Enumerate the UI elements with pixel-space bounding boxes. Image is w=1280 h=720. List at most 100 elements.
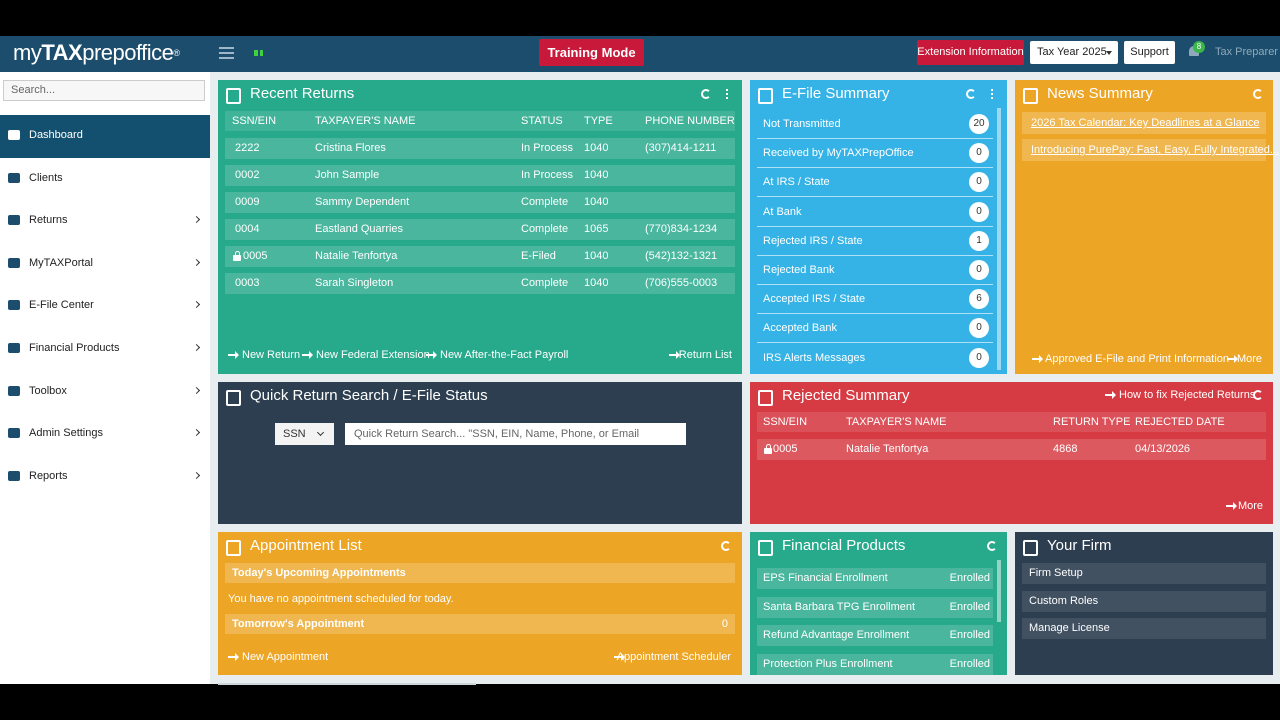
separator — [757, 225, 993, 227]
sidebar-icon — [8, 172, 20, 183]
rejected-row — [757, 439, 1266, 460]
return-cell[interactable]: 0004 — [235, 223, 260, 235]
column-header: SSN/EIN — [763, 416, 808, 428]
scheduler-link[interactable]: Appointment Scheduler — [616, 651, 731, 663]
menu-dot — [991, 97, 993, 99]
return-cell[interactable]: 2222 — [235, 142, 260, 154]
efile-status[interactable]: Rejected IRS / State — [763, 234, 863, 247]
news-link[interactable]: Introducing PurePay: Fast, Easy, Fully I… — [1031, 144, 1280, 156]
return-cell: Complete — [521, 196, 569, 208]
efile-status[interactable]: Accepted Bank — [763, 322, 837, 335]
return-cell[interactable]: 0005 — [243, 250, 268, 262]
footer-link[interactable]: New Federal Extension — [316, 349, 430, 361]
firm-link[interactable]: Custom Roles — [1029, 594, 1099, 607]
footer-link[interactable]: New Return — [242, 349, 301, 361]
return-cell: 1065 — [584, 223, 609, 235]
rejected-cell[interactable]: 0005 — [773, 443, 798, 455]
return-cell[interactable]: Sarah Singleton — [315, 277, 394, 289]
news-summary-panel — [1015, 80, 1273, 374]
product-name[interactable]: Protection Plus Enrollment — [763, 657, 893, 670]
refresh-icon — [987, 541, 997, 551]
efile-status[interactable]: At IRS / State — [763, 176, 830, 189]
arrow-icon — [426, 351, 437, 359]
menu-dot — [726, 93, 728, 95]
efile-status[interactable]: Accepted IRS / State — [763, 293, 866, 306]
product-status: Enrolled — [949, 600, 990, 613]
search-type-select[interactable]: SSN — [275, 423, 334, 445]
new-appointment-link[interactable]: New Appointment — [242, 651, 329, 663]
status-count: 0 — [969, 172, 989, 193]
return-cell: 1040 — [584, 277, 609, 289]
firm-link[interactable]: Manage License — [1029, 622, 1110, 634]
arrow-icon — [669, 351, 680, 359]
rejected-more-link[interactable]: More — [1237, 500, 1263, 512]
training-mode-button[interactable]: Training Mode — [539, 39, 644, 66]
lock-icon — [233, 255, 241, 261]
efile-status[interactable]: Rejected Bank — [763, 264, 835, 276]
sidebar-item[interactable]: Clients — [29, 171, 63, 184]
product-name[interactable]: Santa Barbara TPG Enrollment — [763, 600, 916, 613]
return-row — [225, 138, 735, 159]
product-row — [757, 596, 993, 618]
separator — [757, 342, 993, 344]
sidebar-item[interactable]: Reports — [29, 469, 68, 482]
arrow-icon — [1105, 391, 1116, 399]
arrow-icon — [1227, 355, 1238, 363]
rejected-cell[interactable]: Natalie Tenfortya — [846, 443, 929, 455]
firm-link[interactable]: Firm Setup — [1029, 567, 1083, 579]
appointment-heading — [225, 614, 735, 634]
efile-status[interactable]: Received by MyTAXPrepOffice — [763, 147, 914, 160]
quick-search-input[interactable]: Quick Return Search... "SSN, EIN, Name, … — [345, 423, 686, 445]
sidebar-item[interactable]: Dashboard — [29, 129, 83, 141]
return-cell[interactable]: Sammy Dependent — [315, 196, 410, 208]
sidebar-item[interactable]: Returns — [29, 214, 68, 227]
return-cell[interactable]: 0003 — [235, 277, 260, 289]
appointment-heading-text: Today's Upcoming Appointments — [232, 567, 406, 579]
sidebar-item[interactable]: Financial Products — [29, 342, 120, 354]
tax-year-dropdown[interactable]: Tax Year 2025 — [1030, 41, 1118, 64]
sidebar-item[interactable]: Admin Settings — [29, 427, 103, 440]
sidebar-item[interactable]: Toolbox — [29, 384, 67, 397]
financial-products-panel — [750, 532, 1007, 675]
menu-dot — [991, 89, 993, 91]
footer-link[interactable]: New After-the-Fact Payroll — [440, 349, 569, 361]
return-cell[interactable]: Eastland Quarries — [315, 223, 404, 235]
return-list-link[interactable]: Return List — [678, 349, 732, 361]
status-count: 0 — [969, 260, 989, 280]
return-cell: In Process — [521, 169, 573, 181]
efile-status[interactable]: At Bank — [763, 205, 802, 218]
return-cell[interactable]: John Sample — [315, 169, 380, 181]
news-link[interactable]: 2026 Tax Calendar: Key Deadlines at a Gl… — [1031, 117, 1260, 129]
column-header: RETURN TYPE — [1053, 416, 1131, 428]
return-cell[interactable]: Cristina Flores — [315, 142, 386, 154]
panel-title: Rejected Summary — [782, 387, 910, 404]
product-name[interactable]: EPS Financial Enrollment — [763, 572, 888, 584]
column-header: TAXPAYER'S NAME — [846, 416, 947, 428]
logo[interactable]: myTAXprepoffice® — [13, 40, 180, 66]
status-count: 6 — [969, 289, 989, 310]
arrow-icon — [614, 653, 625, 661]
sidebar-search[interactable]: Search... — [3, 80, 205, 101]
efile-status[interactable]: IRS Alerts Messages — [763, 351, 866, 364]
product-name[interactable]: Refund Advantage Enrollment — [763, 629, 910, 641]
panel-icon — [1023, 88, 1038, 104]
return-cell[interactable]: 0002 — [235, 169, 260, 181]
rejected-summary-panel — [750, 382, 1273, 524]
extension-information-button[interactable]: Extension Information — [917, 40, 1024, 65]
user-menu[interactable]: Tax Preparer — [1215, 46, 1278, 58]
appointment-heading — [225, 563, 735, 583]
news-footer-link[interactable]: Approved E-File and Print Information — [1045, 353, 1230, 365]
help-link[interactable]: How to fix Rejected Returns — [1119, 389, 1256, 401]
return-cell[interactable]: Natalie Tenfortya — [315, 250, 398, 262]
support-button[interactable]: Support — [1124, 41, 1175, 64]
news-more-link[interactable]: More — [1236, 353, 1262, 365]
return-cell[interactable]: 0009 — [235, 196, 260, 208]
recent-returns-panel — [218, 80, 742, 374]
sidebar-active — [0, 115, 210, 158]
return-row — [225, 273, 735, 294]
sidebar-item[interactable]: E-File Center — [29, 299, 94, 312]
notification-badge[interactable]: 8 — [1193, 41, 1205, 53]
sidebar-item[interactable]: MyTAXPortal — [29, 256, 93, 269]
efile-status[interactable]: Not Transmitted — [763, 118, 841, 130]
